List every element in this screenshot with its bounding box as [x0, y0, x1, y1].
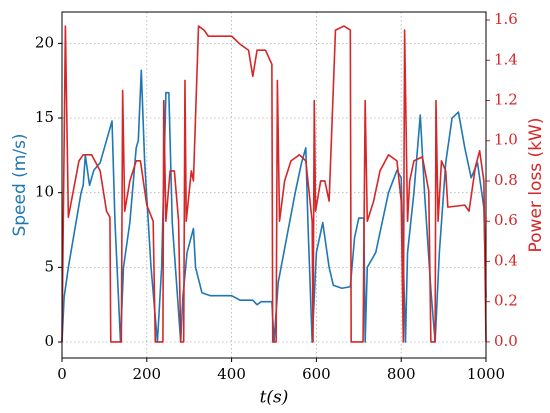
y2-tick-label: 1.4: [494, 50, 518, 68]
plot-frame: [61, 11, 487, 359]
y2-tick-label: 1.6: [494, 10, 518, 28]
x-tick-label: 400: [217, 365, 246, 383]
y2-tick-label: 0.4: [494, 251, 518, 269]
x-axis-label: t(s): [260, 388, 289, 408]
y2-tick-label: 0.6: [494, 211, 518, 229]
x-tick-label: 800: [387, 365, 416, 383]
y2-tick-label: 0.2: [494, 292, 518, 310]
y-tick-label: 20: [35, 33, 54, 51]
y2-tick-label: 0.8: [494, 171, 518, 189]
y-tick-label: 5: [44, 257, 54, 275]
x-tick-label: 600: [302, 365, 331, 383]
y-tick-label: 0: [44, 332, 54, 350]
x-tick-label: 200: [132, 365, 161, 383]
y2-tick-label: 1.2: [494, 91, 518, 109]
x-tick-label: 1000: [467, 365, 505, 383]
y-tick-label: 10: [35, 183, 54, 201]
y-tick-label: 15: [35, 108, 54, 126]
y2-axis-label: Power loss (kW): [526, 118, 546, 253]
x-tick-label: 0: [57, 365, 67, 383]
y2-tick-label: 1.0: [494, 131, 518, 149]
line-series: [61, 25, 487, 343]
y2-tick-label: 0.0: [494, 332, 518, 350]
y-axis-label: Speed (m/s): [10, 133, 30, 236]
